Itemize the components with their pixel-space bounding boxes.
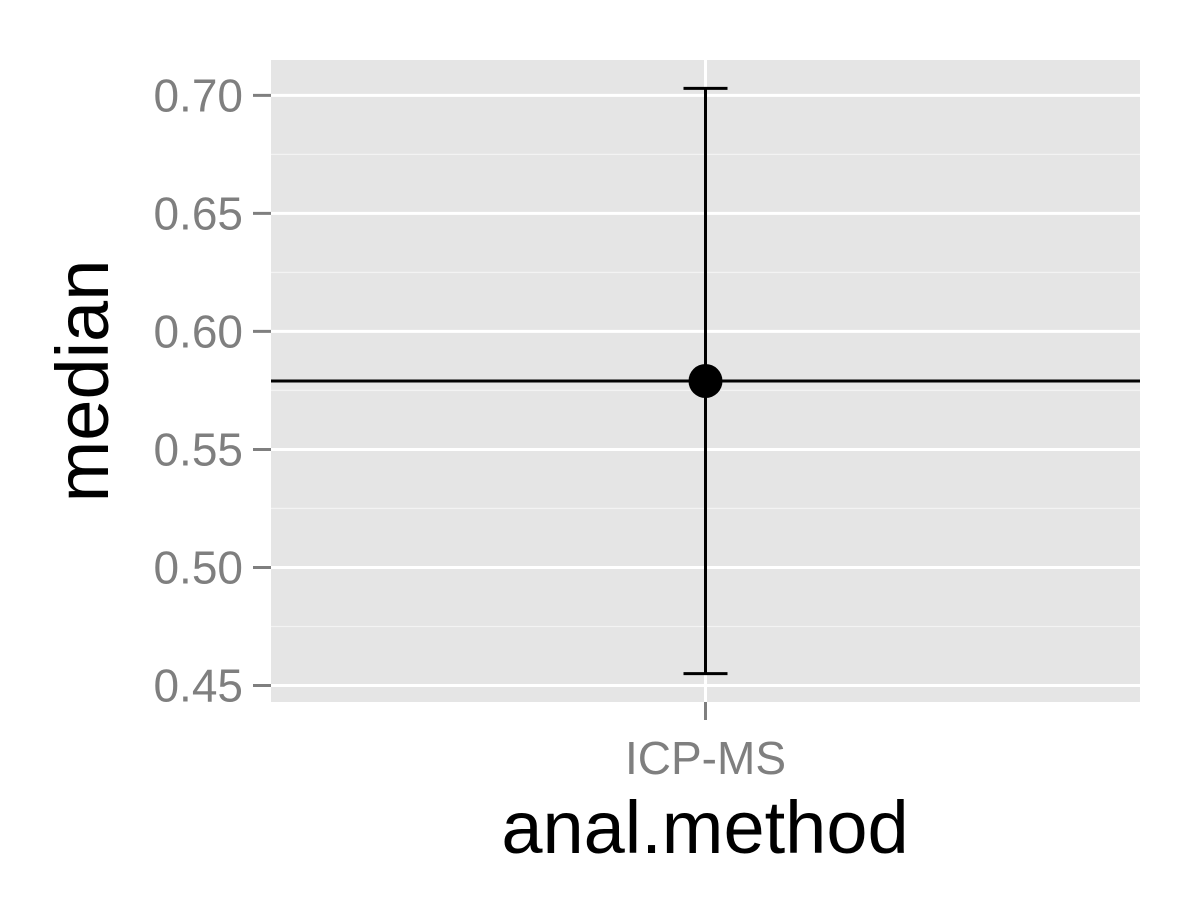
x-axis-ticks: ICP-MS <box>625 702 786 784</box>
y-tick-label: 0.50 <box>153 541 243 593</box>
y-tick-label: 0.65 <box>153 187 243 239</box>
y-tick-label: 0.60 <box>153 305 243 357</box>
y-tick-label: 0.45 <box>153 659 243 711</box>
y-tick-label: 0.70 <box>153 69 243 121</box>
x-tick-label: ICP-MS <box>625 732 786 784</box>
y-axis-title: median <box>41 260 124 503</box>
y-axis-ticks: 0.45 0.50 0.55 0.60 0.65 0.70 <box>153 69 271 711</box>
x-axis-title: anal.method <box>501 786 908 869</box>
data-point <box>688 364 723 398</box>
plot-marks <box>271 86 1140 676</box>
y-tick-label: 0.55 <box>153 423 243 475</box>
